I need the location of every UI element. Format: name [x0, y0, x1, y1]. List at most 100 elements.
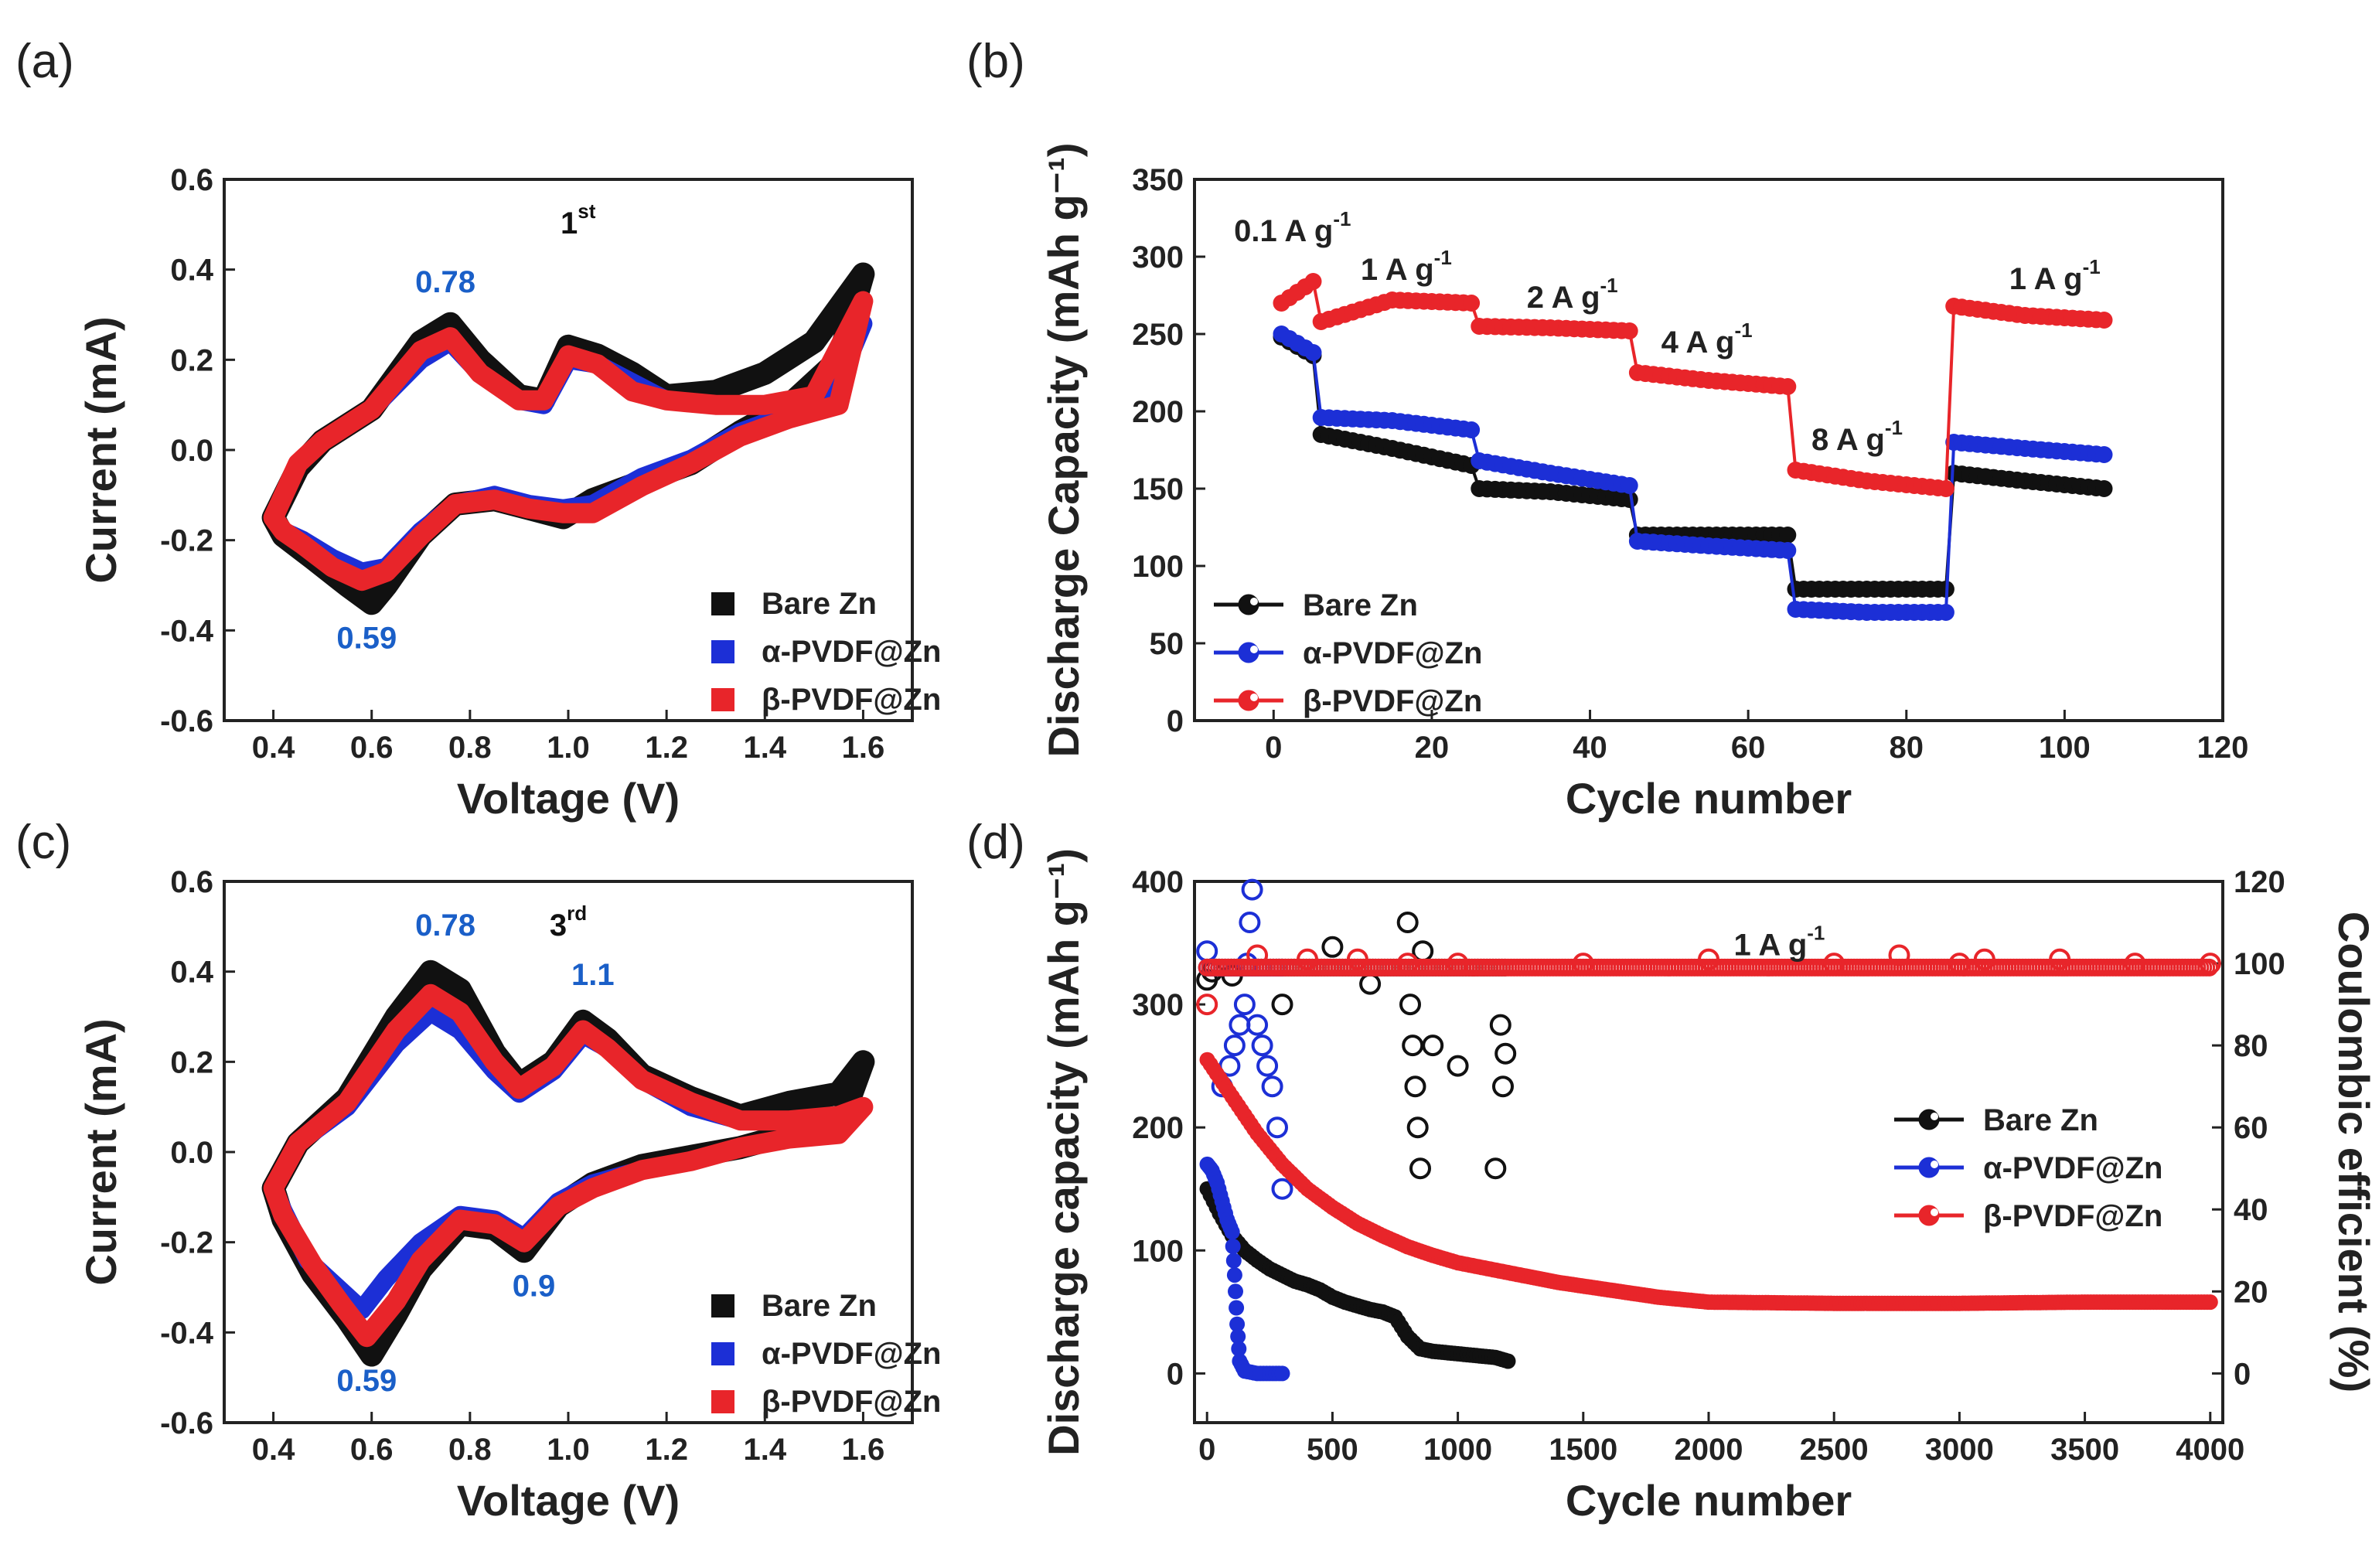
x-tick-label: 0.8	[448, 731, 492, 765]
annotation-rate-2: 2 A g-1	[1527, 274, 1618, 315]
x-axis-title: Cycle number	[1566, 1476, 1852, 1525]
y-tick-label: 50	[1150, 627, 1184, 661]
y-tick-label: 200	[1132, 1111, 1184, 1145]
legend-marker	[711, 640, 734, 663]
x-tick-label: 1.0	[547, 1433, 590, 1467]
ce-point-β-PVDF@Zn	[2124, 953, 2146, 975]
capacity-point-α-PVDF@Zn	[1231, 1341, 1247, 1357]
x-tick-label: 0	[1198, 1433, 1215, 1467]
x-tick-label: 1.2	[645, 1433, 688, 1467]
y-tick-label: 250	[1132, 318, 1184, 352]
ce-point-Bare Zn	[1404, 1075, 1426, 1098]
rate-point-α-PVDF@Zn	[1463, 421, 1481, 438]
rate-point-β-PVDF@Zn	[1779, 378, 1797, 395]
annotation-0.59: 0.59	[336, 1364, 397, 1398]
ce-point-α-PVDF@Zn	[1223, 1035, 1246, 1057]
rate-point-β-PVDF@Zn	[1937, 480, 1955, 497]
x-tick-label: 20	[1415, 731, 1450, 765]
y2-tick-label: 120	[2234, 865, 2285, 899]
legend-label: β-PVDF@Zn	[762, 683, 941, 717]
x-tick-label: 1.6	[842, 731, 885, 765]
ce-point-β-PVDF@Zn	[1823, 953, 1845, 975]
ce-point-Bare Zn	[1409, 1157, 1431, 1180]
legend-marker-hl	[1250, 646, 1258, 653]
legend-marker	[711, 592, 734, 615]
capacity-point-α-PVDF@Zn	[1230, 1328, 1246, 1345]
capacity-point-α-PVDF@Zn	[1225, 1253, 1242, 1269]
annotation-0.9: 0.9	[513, 1270, 556, 1304]
x-tick-label: 100	[2039, 731, 2091, 765]
panel-letter-a: (a)	[15, 35, 74, 88]
annotation-rate-4: 8 A g-1	[1811, 416, 1903, 457]
chart-panel-d: 0 500 1000 1500 2000 2500 3000 3500 400001002003…	[1039, 848, 2372, 1525]
legend-label: α-PVDF@Zn	[762, 635, 941, 669]
ce-point-α-PVDF@Zn	[1239, 912, 1261, 933]
annotation-3rd-sup: rd	[567, 902, 587, 925]
x-tick-label: 500	[1307, 1433, 1358, 1467]
chart-panel-a: 0.4 0.6 0.8 1.0 1.2 1.4 1.6 0.6 0.4 0.2 0.0 -0.2 -0.…	[77, 163, 941, 823]
rate-point-Bare Zn	[1779, 527, 1797, 544]
rate-point-Bare Zn	[2095, 480, 2113, 497]
y2-axis-title: Coulombic efficient (%)	[2329, 912, 2372, 1392]
legend-label: α-PVDF@Zn	[762, 1337, 941, 1371]
y-tick-label: 0.2	[170, 343, 213, 377]
y-tick-label: -0.2	[160, 1226, 213, 1260]
rate-point-Bare Zn	[1621, 491, 1638, 508]
annotation-rate-1-sup: -1	[1434, 246, 1452, 269]
y-tick-label: 0.0	[170, 434, 213, 468]
x-tick-label: 1.4	[743, 731, 786, 765]
ce-point-β-PVDF@Zn	[1572, 953, 1594, 975]
annotation-rate-3-sup: -1	[1734, 319, 1752, 342]
ce-point-Bare Zn	[1489, 1014, 1511, 1036]
y-tick-label: 0.4	[170, 254, 213, 288]
legend-label: Bare Zn	[762, 1289, 877, 1323]
y-tick-label: -0.6	[160, 1406, 213, 1440]
capacity-point-α-PVDF@Zn	[1224, 1224, 1240, 1240]
legend-label: Bare Zn	[762, 587, 877, 621]
y-axis-title: Current (mA)	[77, 316, 125, 583]
annotation-rate-1: 1 A g-1	[1361, 246, 1452, 287]
ce-point-Bare Zn	[1447, 1055, 1469, 1077]
x-tick-label: 2500	[1800, 1433, 1869, 1467]
ce-point-Bare Zn	[1271, 994, 1293, 1016]
rate-point-β-PVDF@Zn	[1463, 295, 1481, 312]
annotation-0.59: 0.59	[336, 622, 397, 656]
y2-tick-label: 100	[2234, 947, 2285, 981]
annotation-rate-5-main: 1 A g	[2009, 262, 2083, 296]
y-tick-label: 400	[1132, 865, 1184, 899]
y-tick-label: 300	[1132, 988, 1184, 1022]
x-tick-label: 120	[2197, 731, 2249, 765]
capacity-point-Bare Zn	[1500, 1353, 1516, 1369]
ce-point-Bare Zn	[1494, 1042, 1517, 1065]
legend-label: β-PVDF@Zn	[1983, 1199, 2162, 1233]
annotation-1.1: 1.1	[571, 958, 615, 992]
ce-point-Bare Zn	[1406, 1116, 1429, 1139]
legend-label: β-PVDF@Zn	[762, 1385, 941, 1419]
ce-point-α-PVDF@Zn	[1246, 1014, 1269, 1036]
ce-point-β-PVDF@Zn	[1888, 944, 1910, 966]
y-tick-label: 150	[1132, 472, 1184, 506]
annotation-rate-0-main: 0.1 A g	[1234, 214, 1333, 248]
x-tick-label: 80	[1890, 731, 1924, 765]
ce-point-α-PVDF@Zn	[1241, 878, 1263, 901]
annotation-rate-2-sup: -1	[1600, 274, 1618, 297]
legend-marker-hl	[1250, 598, 1258, 605]
y-tick-label: 0.2	[170, 1045, 213, 1079]
rate-point-β-PVDF@Zn	[1621, 322, 1638, 339]
x-tick-label: 1.0	[547, 731, 590, 765]
capacity-point-α-PVDF@Zn	[1229, 1300, 1245, 1316]
annotation-rate-1-main: 1 A g	[1361, 253, 1434, 287]
annotation-0.78: 0.78	[415, 265, 475, 299]
x-tick-label: 3500	[2050, 1433, 2119, 1467]
legend-marker	[711, 688, 734, 711]
ce-point-β-PVDF@Zn	[1396, 953, 1419, 975]
legend-marker-hl	[1931, 1113, 1938, 1120]
ce-point-α-PVDF@Zn	[1251, 1035, 1273, 1057]
ce-point-β-PVDF@Zn	[1346, 948, 1368, 970]
ce-point-α-PVDF@Zn	[1266, 1116, 1288, 1139]
annotation-rate-4-main: 8 A g	[1811, 423, 1885, 457]
annotation-3rd-main: 3	[550, 908, 567, 943]
chart-panel-b: 0 20 40 60 80 100 120 0 50 100 150 200 250 300 350 Cycl…	[1039, 142, 2248, 823]
y-tick-label: 0	[1167, 704, 1184, 738]
